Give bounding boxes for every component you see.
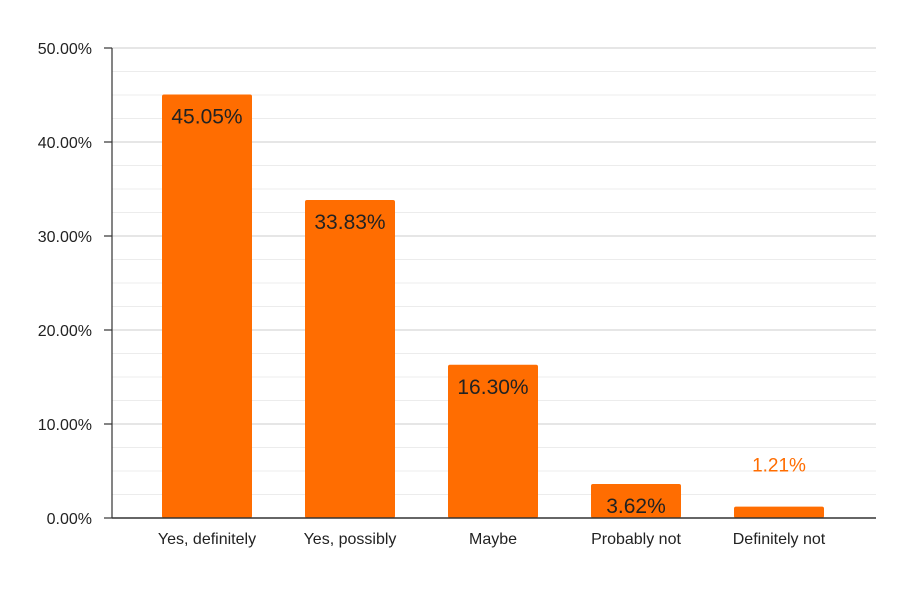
data-label: 16.30% (457, 376, 528, 399)
bar (448, 364, 538, 518)
bar (162, 94, 252, 518)
y-tick-label: 20.00% (38, 323, 92, 340)
data-label: 3.62% (606, 495, 666, 518)
data-label: 33.83% (314, 211, 385, 234)
y-tick-label: 0.00% (47, 511, 92, 528)
axes (104, 47, 876, 519)
y-tick-label: 50.00% (38, 41, 92, 58)
y-tick-label: 40.00% (38, 135, 92, 152)
data-label: 45.05% (171, 106, 242, 129)
x-category-label: Yes, definitely (158, 531, 256, 548)
bars (162, 94, 824, 519)
y-tick-labels: 0.00% 10.00% 20.00% 30.00% 40.00% 50.00% (38, 41, 92, 528)
x-category-label: Definitely not (733, 531, 826, 548)
bar (305, 199, 395, 519)
bar (591, 483, 681, 518)
data-label: 1.21% (752, 456, 806, 477)
bar (734, 506, 824, 518)
x-category-label: Probably not (591, 531, 681, 548)
x-category-labels: Yes, definitely Yes, possibly Maybe Probabl… (158, 531, 826, 548)
x-category-label: Yes, possibly (304, 531, 397, 548)
y-tick-label: 30.00% (38, 229, 92, 246)
y-tick-label: 10.00% (38, 417, 92, 434)
data-labels: 45.05% 33.83% 16.30% 3.62% 1.21% (171, 106, 806, 518)
x-category-label: Maybe (469, 531, 517, 548)
